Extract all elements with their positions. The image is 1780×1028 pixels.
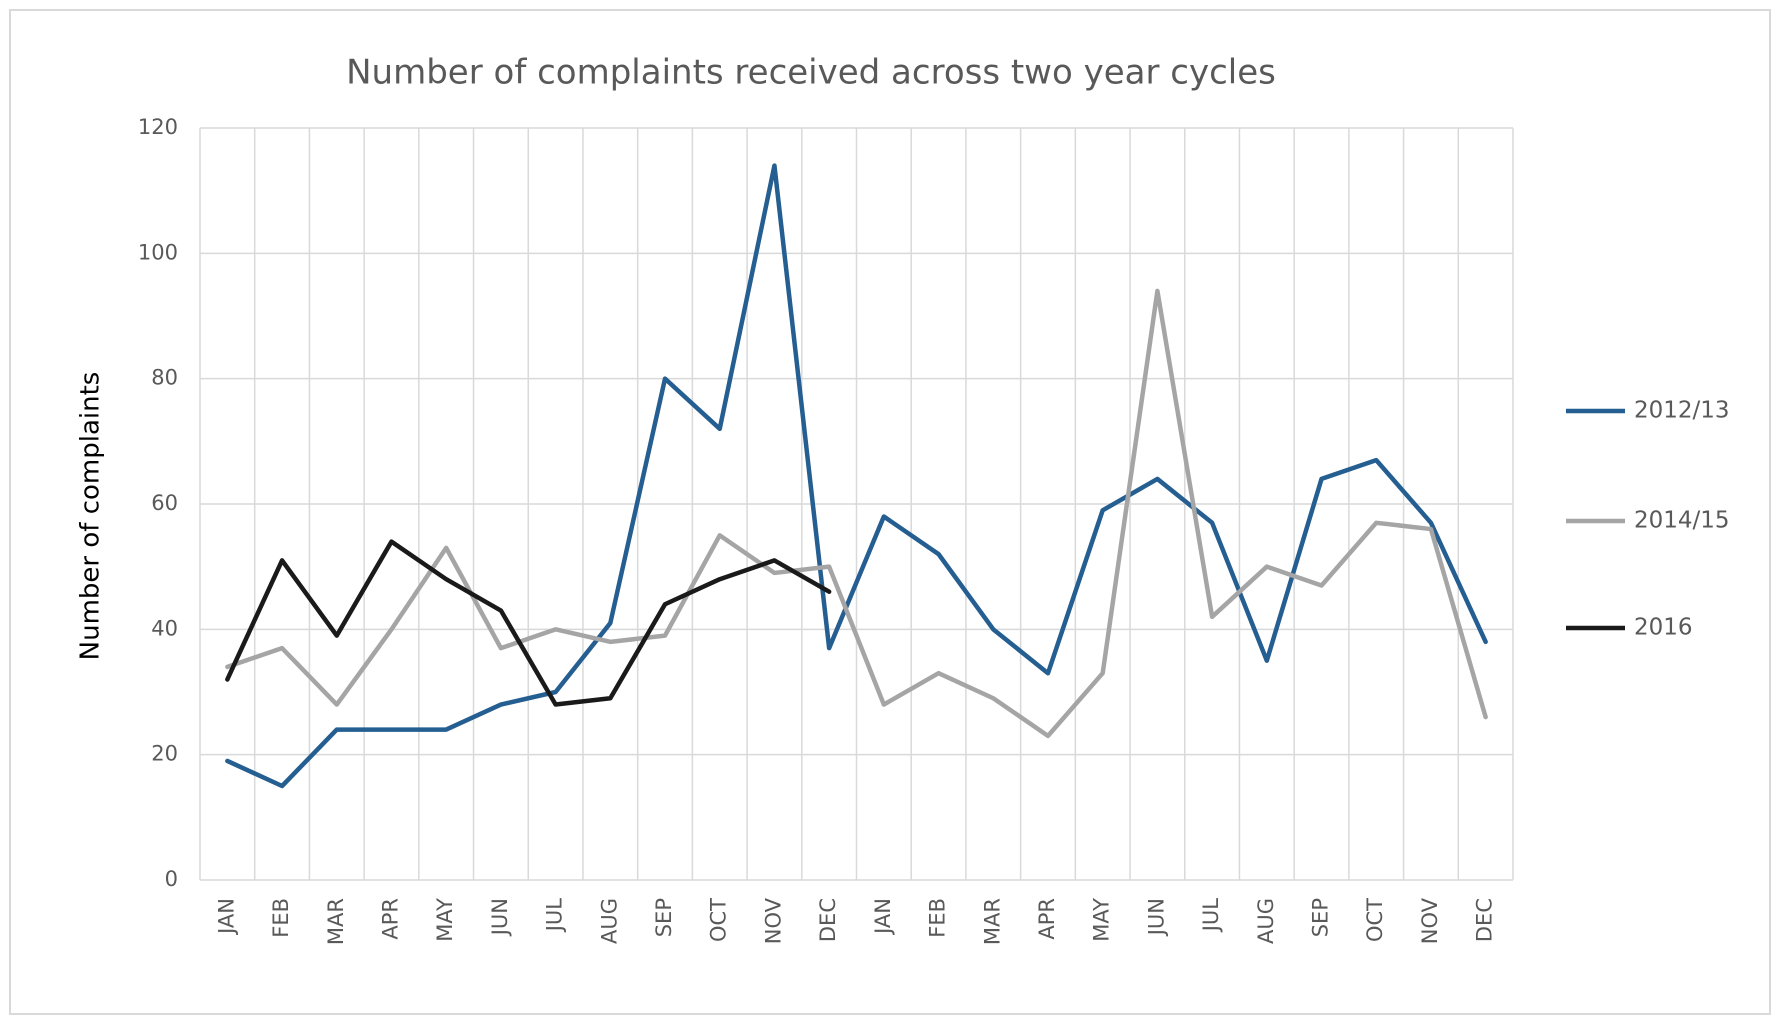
y-axis-label: Number of complaints [76, 372, 106, 661]
chart-title: Number of complaints received across two… [346, 53, 1276, 93]
x-tick-label: JUN [1144, 898, 1168, 937]
y-tick-label: 120 [138, 115, 178, 139]
x-tick-label: MAY [1090, 898, 1114, 942]
x-tick-label: JUL [543, 898, 567, 934]
x-tick-label: MAR [324, 898, 348, 945]
y-tick-label: 20 [151, 742, 178, 766]
chart-frame [9, 9, 1771, 1015]
x-tick-label: SEP [652, 898, 676, 937]
series-line [225, 288, 1488, 739]
x-tick-label: APR [1035, 898, 1059, 940]
legend-label: 2016 [1634, 615, 1693, 641]
x-tick-label: DEC [816, 898, 840, 942]
series-line [225, 163, 1488, 789]
y-tick-label: 60 [151, 491, 178, 515]
x-tick-label: OCT [1363, 898, 1387, 942]
y-tick-label: 40 [151, 616, 178, 640]
x-tick-label: APR [378, 898, 402, 940]
legend-label: 2012/13 [1634, 398, 1730, 424]
x-tick-label: AUG [1254, 898, 1278, 944]
y-tick-label: 0 [165, 867, 178, 891]
x-tick-label: AUG [597, 898, 621, 944]
x-tick-label: FEB [926, 898, 950, 938]
x-tick-label: MAY [433, 898, 457, 942]
series-line [225, 539, 832, 707]
x-tick-label: MAR [980, 898, 1004, 945]
x-tick-label: FEB [269, 898, 293, 938]
x-tick-label: OCT [707, 898, 731, 942]
x-tick-label: NOV [761, 897, 785, 944]
x-tick-label: DEC [1473, 898, 1497, 942]
x-tick-label: JUL [1199, 898, 1223, 934]
y-tick-label: 80 [151, 366, 178, 390]
legend-label: 2014/15 [1634, 508, 1730, 534]
y-tick-label: 100 [138, 240, 178, 264]
x-tick-label: JUN [488, 898, 512, 937]
x-tick-label: JAN [871, 898, 895, 936]
x-tick-label: JAN [214, 898, 238, 936]
x-tick-label: NOV [1418, 897, 1442, 944]
x-tick-label: SEP [1309, 898, 1333, 937]
